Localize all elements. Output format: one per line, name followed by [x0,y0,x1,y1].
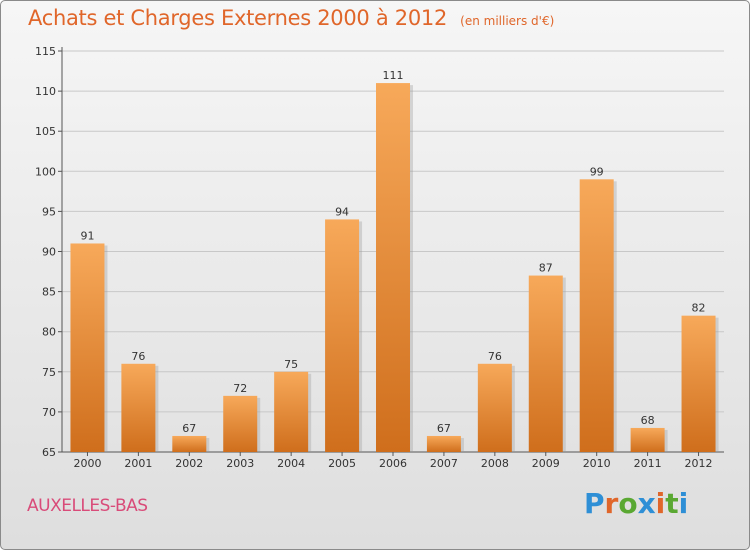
x-tick-label: 2012 [685,457,713,470]
data-label: 75 [284,358,298,371]
x-tick-label: 2006 [379,457,407,470]
x-tick-label: 2002 [175,457,203,470]
data-label: 94 [335,205,349,218]
x-tick-label: 2003 [226,457,254,470]
x-tick-label: 2008 [481,457,509,470]
data-label: 87 [539,262,553,275]
data-label: 67 [182,422,196,435]
logo-letter: o [618,487,638,520]
bar [579,179,614,452]
bar [121,363,156,452]
y-tick-label: 80 [42,326,56,339]
title-line: Achats et Charges Externes 2000 à 2012 (… [28,6,554,30]
bar [325,219,360,452]
data-label: 68 [641,414,655,427]
y-tick-label: 85 [42,286,56,299]
bar [630,427,665,452]
bar [172,435,207,452]
logo-letter: x [637,487,656,520]
data-label: 111 [383,69,404,82]
data-label: 82 [692,302,706,315]
logo-letter: P [584,487,605,520]
y-tick-label: 105 [35,125,56,138]
x-tick-label: 2007 [430,457,458,470]
logo-letter: i [678,487,689,520]
x-tick-label: 2009 [532,457,560,470]
data-label: 67 [437,422,451,435]
y-tick-label: 95 [42,205,56,218]
data-label: 91 [80,229,94,242]
y-tick-label: 70 [42,406,56,419]
bar [477,363,512,452]
data-label: 76 [488,350,502,363]
y-tick-label: 115 [35,45,56,58]
y-tick-label: 90 [42,246,56,259]
proxiti-logo: Proxiti [584,487,688,520]
bar [376,83,410,452]
data-label: 99 [590,165,604,178]
data-label: 76 [131,350,145,363]
y-tick-label: 110 [35,85,56,98]
x-tick-label: 2011 [634,457,662,470]
logo-letter: r [604,487,619,520]
chart-title: Achats et Charges Externes 2000 à 2012 [28,6,448,30]
y-tick-label: 100 [35,165,56,178]
bar [528,275,563,452]
x-tick-label: 2005 [328,457,356,470]
x-tick-label: 2001 [124,457,152,470]
y-tick-label: 75 [42,366,56,379]
x-tick-label: 2000 [73,457,101,470]
x-tick-label: 2010 [583,457,611,470]
bar [70,243,105,452]
bar [681,315,716,452]
bar [223,395,258,452]
x-tick-label: 2004 [277,457,305,470]
logo-letter: i [655,487,666,520]
bar [274,371,309,452]
bar [426,435,461,452]
data-label: 72 [233,382,247,395]
logo-letter: t [665,487,679,520]
bars: 91 76 67 72 75 94 111 67 76 87 99 68 82 [70,69,719,452]
chart-subtitle: (en milliers d'€) [460,14,555,28]
y-tick-label: 65 [42,446,56,459]
commune-name: AUXELLES-BAS [27,496,148,516]
